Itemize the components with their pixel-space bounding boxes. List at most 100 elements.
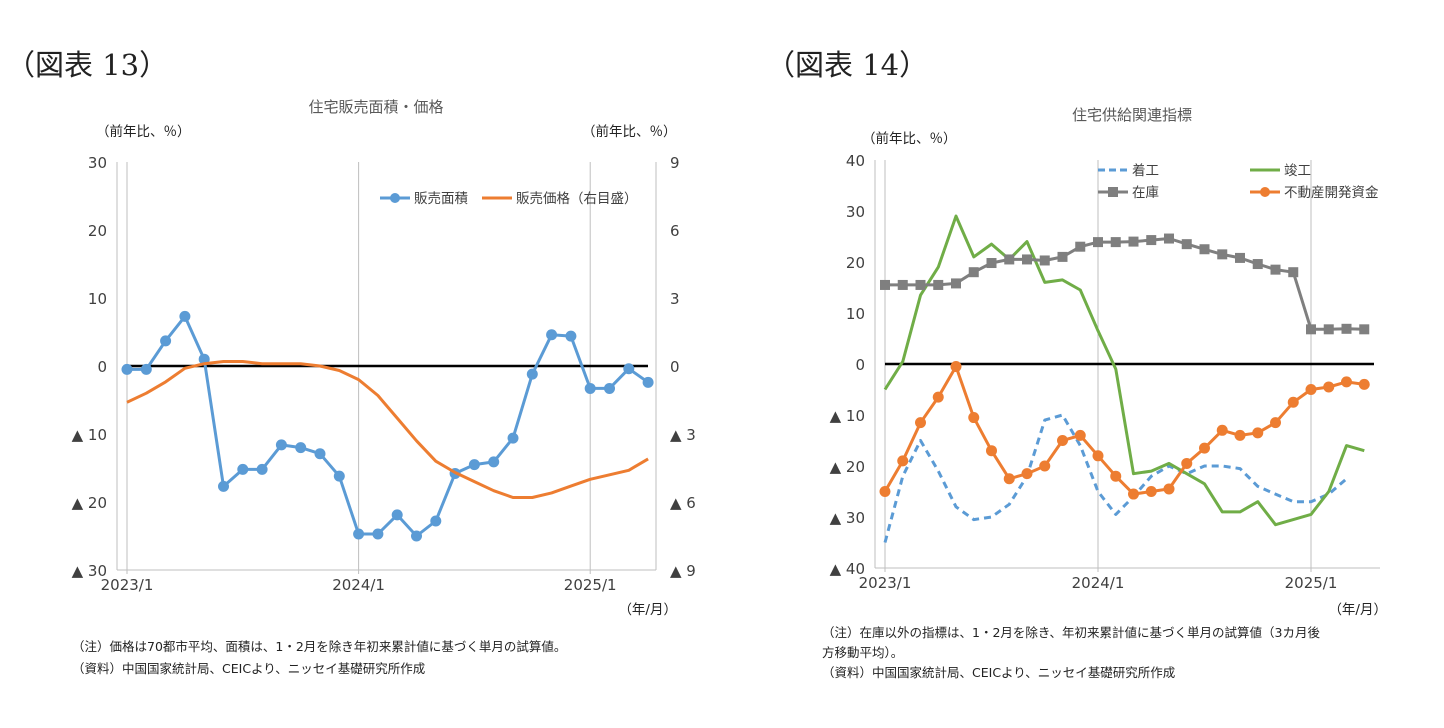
legend-label: 在庫 [1132, 185, 1159, 201]
data-point [1252, 259, 1263, 270]
y2-tick-label: 0 [670, 358, 680, 376]
y-tick-label: ▲ 20 [72, 494, 107, 512]
y-tick-label: 0 [97, 358, 107, 376]
data-point [1093, 237, 1103, 248]
y-tick-label: 0 [855, 356, 865, 374]
data-point [1199, 244, 1210, 255]
data-point [933, 279, 944, 290]
data-point [1306, 324, 1316, 335]
y2-tick-label: ▲ 3 [670, 426, 696, 444]
data-point [1163, 483, 1175, 495]
data-point [1146, 235, 1157, 246]
y2-tick-label: 3 [670, 290, 680, 308]
data-point [1074, 429, 1086, 441]
data-point [968, 412, 980, 424]
legend-marker [1260, 187, 1270, 197]
series-line-3 [885, 237, 1365, 331]
data-point [295, 442, 307, 454]
data-point [526, 368, 538, 380]
data-point [468, 459, 480, 471]
series-line-4 [883, 365, 1365, 496]
data-point [218, 480, 229, 492]
figure-13: （図表 13） 住宅販売面積・価格 （前年比、％） （前年比、％） （年/月） 30 20… [0, 0, 720, 728]
data-point [353, 528, 365, 540]
legend-marker [1108, 187, 1118, 197]
data-point [1128, 236, 1139, 247]
y-tick-label: 10 [88, 290, 107, 308]
y-tick-label: 40 [846, 152, 865, 170]
series-line-2 [126, 360, 649, 499]
data-point [986, 258, 997, 269]
y-tick-label: ▲ 30 [72, 562, 107, 580]
y-tick-label: ▲ 40 [830, 560, 865, 578]
y2-tick-label: ▲ 9 [670, 562, 696, 580]
data-point [1217, 249, 1228, 260]
y-axis-label: （前年比、％） [862, 130, 957, 147]
figure-13-label: （図表 13） [6, 48, 169, 82]
data-point [915, 417, 926, 429]
y-tick-label: ▲ 10 [72, 426, 107, 444]
data-point [179, 310, 191, 322]
data-point [1270, 264, 1281, 275]
legend-label: 販売価格（右目盛） [516, 191, 638, 207]
figure-14-note: （注）在庫以外の指標は、1・2月を除き、年初来累計値に基づく単月の試算値（3カ月… [822, 625, 1320, 640]
data-point [879, 486, 891, 497]
series-line-1 [883, 413, 1348, 543]
figure-14-label: （図表 14） [766, 48, 929, 82]
data-point [237, 463, 249, 475]
x-axis-label: （年/月） [618, 602, 677, 618]
data-point [121, 363, 133, 375]
y-tick-label: 10 [846, 305, 865, 323]
data-point [1270, 417, 1281, 429]
data-point [1022, 254, 1032, 265]
series-line-2 [883, 214, 1365, 527]
data-point [1287, 396, 1299, 408]
data-point [391, 509, 403, 521]
data-point [1323, 324, 1334, 335]
data-point [1358, 378, 1370, 390]
data-point [1003, 473, 1015, 485]
x-tick-label: 2024/1 [1072, 574, 1125, 592]
data-point [546, 329, 558, 341]
data-point [1216, 424, 1228, 436]
data-point [1004, 254, 1015, 265]
data-point [411, 530, 422, 542]
y-tick-label: ▲ 30 [830, 509, 865, 527]
data-point [1039, 255, 1050, 266]
data-point [915, 279, 926, 290]
legend-label: 販売面積 [414, 191, 468, 207]
figure-14-note-cont: 方移動平均）。 [822, 645, 904, 660]
data-point [1057, 435, 1068, 446]
chart-title: 住宅供給関連指標 [1072, 106, 1192, 124]
data-point [1235, 252, 1245, 263]
data-point [880, 279, 890, 290]
data-point [1021, 468, 1033, 480]
data-point [642, 376, 654, 388]
data-point [1341, 323, 1352, 334]
figure-14: （図表 14） 住宅供給関連指標 （前年比、％） （年/月） 40 30 20 10 0 ▲ 1… [760, 0, 1444, 728]
data-point [1110, 470, 1122, 482]
figure-14-source: （資料）中国国家統計局、CEICより、ニッセイ基礎研究所作成 [822, 665, 1176, 680]
data-point [1110, 237, 1121, 248]
legend-label: 着工 [1132, 162, 1159, 179]
legend-marker [390, 193, 400, 203]
data-point [160, 335, 172, 347]
y-tick-label: ▲ 10 [830, 407, 865, 425]
data-point [1145, 486, 1157, 497]
data-point [488, 456, 500, 468]
data-point [1039, 460, 1051, 472]
y2-tick-label: 6 [670, 222, 680, 240]
data-point [372, 528, 384, 540]
data-point [275, 439, 287, 451]
data-point [584, 382, 596, 394]
data-point [507, 432, 519, 444]
y-axis-label: （前年比、％） [96, 123, 191, 140]
series-line-1 [127, 314, 649, 538]
y-tick-label: 20 [846, 254, 865, 272]
y-tick-label: 30 [846, 203, 865, 221]
data-point [897, 279, 908, 290]
data-point [1128, 488, 1139, 500]
data-point [314, 448, 326, 460]
data-point [1359, 324, 1370, 335]
